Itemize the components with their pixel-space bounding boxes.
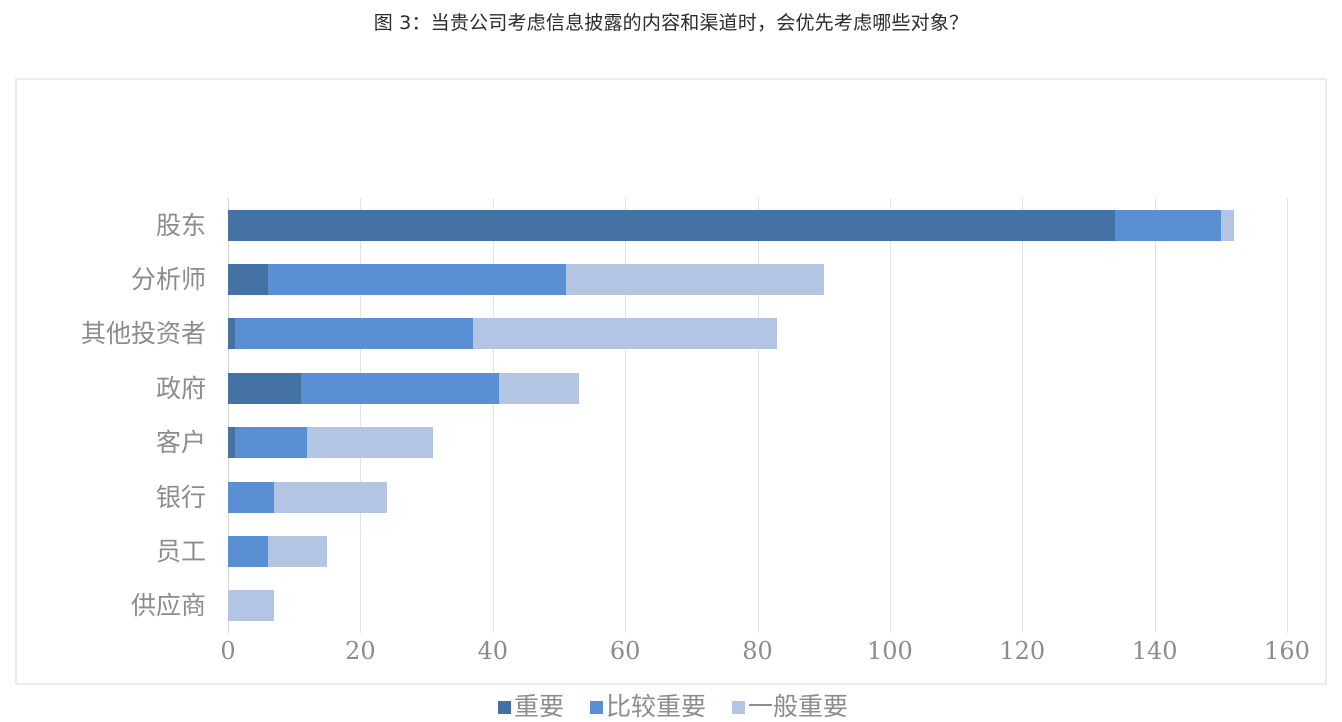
legend-item[interactable]: 重要 (497, 692, 564, 722)
legend-label: 比较重要 (605, 692, 706, 721)
bar-segment[interactable] (565, 264, 824, 296)
bar-segment[interactable] (234, 318, 473, 350)
bar-segment[interactable] (228, 264, 268, 296)
bar-row[interactable] (228, 535, 328, 567)
gridline-160 (1287, 198, 1288, 633)
figure-caption: 图 3：当贵公司考虑信息披露的内容和渠道时，会优先考虑哪些对象？ (373, 12, 969, 34)
bar-segment[interactable] (228, 209, 1115, 241)
plot-area (228, 198, 1288, 633)
x-axis-tick-label: 140 (1131, 637, 1178, 665)
y-axis-label: 银行 (155, 482, 206, 512)
y-axis-label: 政府 (155, 373, 206, 403)
legend-swatch-icon (732, 700, 745, 714)
figure-page: 图 3：当贵公司考虑信息披露的内容和渠道时，会优先考虑哪些对象？ 股东分析师其他… (15, 12, 1327, 721)
bar-row[interactable] (228, 481, 387, 513)
bar-segment[interactable] (267, 535, 328, 567)
x-axis-tick-label: 120 (999, 637, 1046, 665)
legend-swatch-icon (497, 700, 511, 714)
legend-item[interactable]: 一般重要 (732, 692, 848, 722)
bar-segment[interactable] (499, 372, 579, 404)
x-axis-tick-label: 60 (609, 637, 641, 665)
bar-series-group (228, 198, 1287, 633)
x-axis-tick-label: 20 (345, 637, 376, 665)
bar-segment[interactable] (267, 264, 566, 296)
bar-segment[interactable] (307, 427, 434, 459)
bar-segment[interactable] (228, 427, 235, 459)
bar-row[interactable] (228, 318, 778, 350)
bar-segment[interactable] (228, 535, 268, 567)
bar-segment[interactable] (1220, 209, 1235, 241)
x-axis-tick-label: 80 (742, 637, 773, 665)
bar-row[interactable] (228, 264, 824, 296)
y-axis-label: 分析师 (130, 265, 206, 295)
y-axis-label: 员工 (155, 536, 206, 566)
bar-segment[interactable] (1114, 209, 1221, 241)
y-axis-label: 客户 (155, 428, 206, 458)
legend-swatch-icon (589, 700, 603, 714)
y-axis-label: 供应商 (130, 591, 206, 621)
bar-segment[interactable] (472, 318, 778, 350)
x-axis-tick-label: 0 (220, 637, 236, 665)
bar-segment[interactable] (300, 372, 500, 404)
legend-label: 重要 (513, 692, 564, 721)
bar-segment[interactable] (228, 318, 235, 350)
bar-segment[interactable] (234, 427, 308, 459)
x-axis-tick-label: 40 (477, 637, 509, 665)
x-axis-tick-label: 100 (866, 637, 913, 665)
x-axis-tick-label: 160 (1264, 637, 1310, 665)
chart-legend: 重要 比较重要 一般重要 (17, 692, 1329, 722)
y-axis-label: 其他投资者 (80, 319, 206, 349)
legend-item[interactable]: 比较重要 (589, 692, 706, 722)
chart-frame: 股东分析师其他投资者政府客户银行员工供应商 0 20 40 60 80 100 120 140… (15, 78, 1327, 721)
bar-row[interactable] (228, 372, 579, 404)
bar-segment[interactable] (228, 372, 301, 404)
bar-segment[interactable] (228, 590, 275, 622)
legend-label: 一般重要 (748, 692, 849, 721)
x-axis-tick-labels: 0 20 40 60 80 100 120 140 160 (220, 636, 1310, 670)
y-axis-label: 股东 (155, 210, 206, 240)
y-axis-category-labels: 股东分析师其他投资者政府客户银行员工供应商 (32, 198, 218, 633)
bar-segment[interactable] (228, 481, 275, 513)
bar-row[interactable] (228, 590, 275, 622)
bar-row[interactable] (228, 427, 434, 459)
bar-segment[interactable] (274, 481, 387, 513)
bar-row[interactable] (228, 209, 1235, 241)
